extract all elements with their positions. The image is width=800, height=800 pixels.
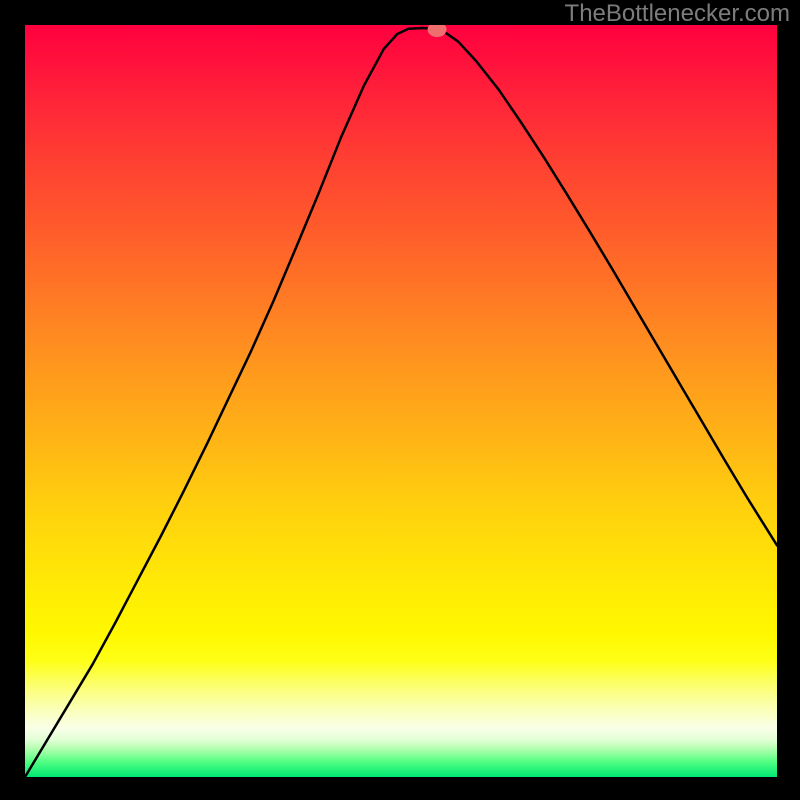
plot-area	[25, 25, 777, 777]
gradient-background	[25, 25, 777, 777]
bottleneck-chart-svg	[25, 25, 777, 777]
watermark-label: TheBottlenecker.com	[565, 0, 790, 28]
optimal-point-marker	[428, 25, 446, 37]
chart-frame: TheBottlenecker.com	[0, 0, 800, 800]
